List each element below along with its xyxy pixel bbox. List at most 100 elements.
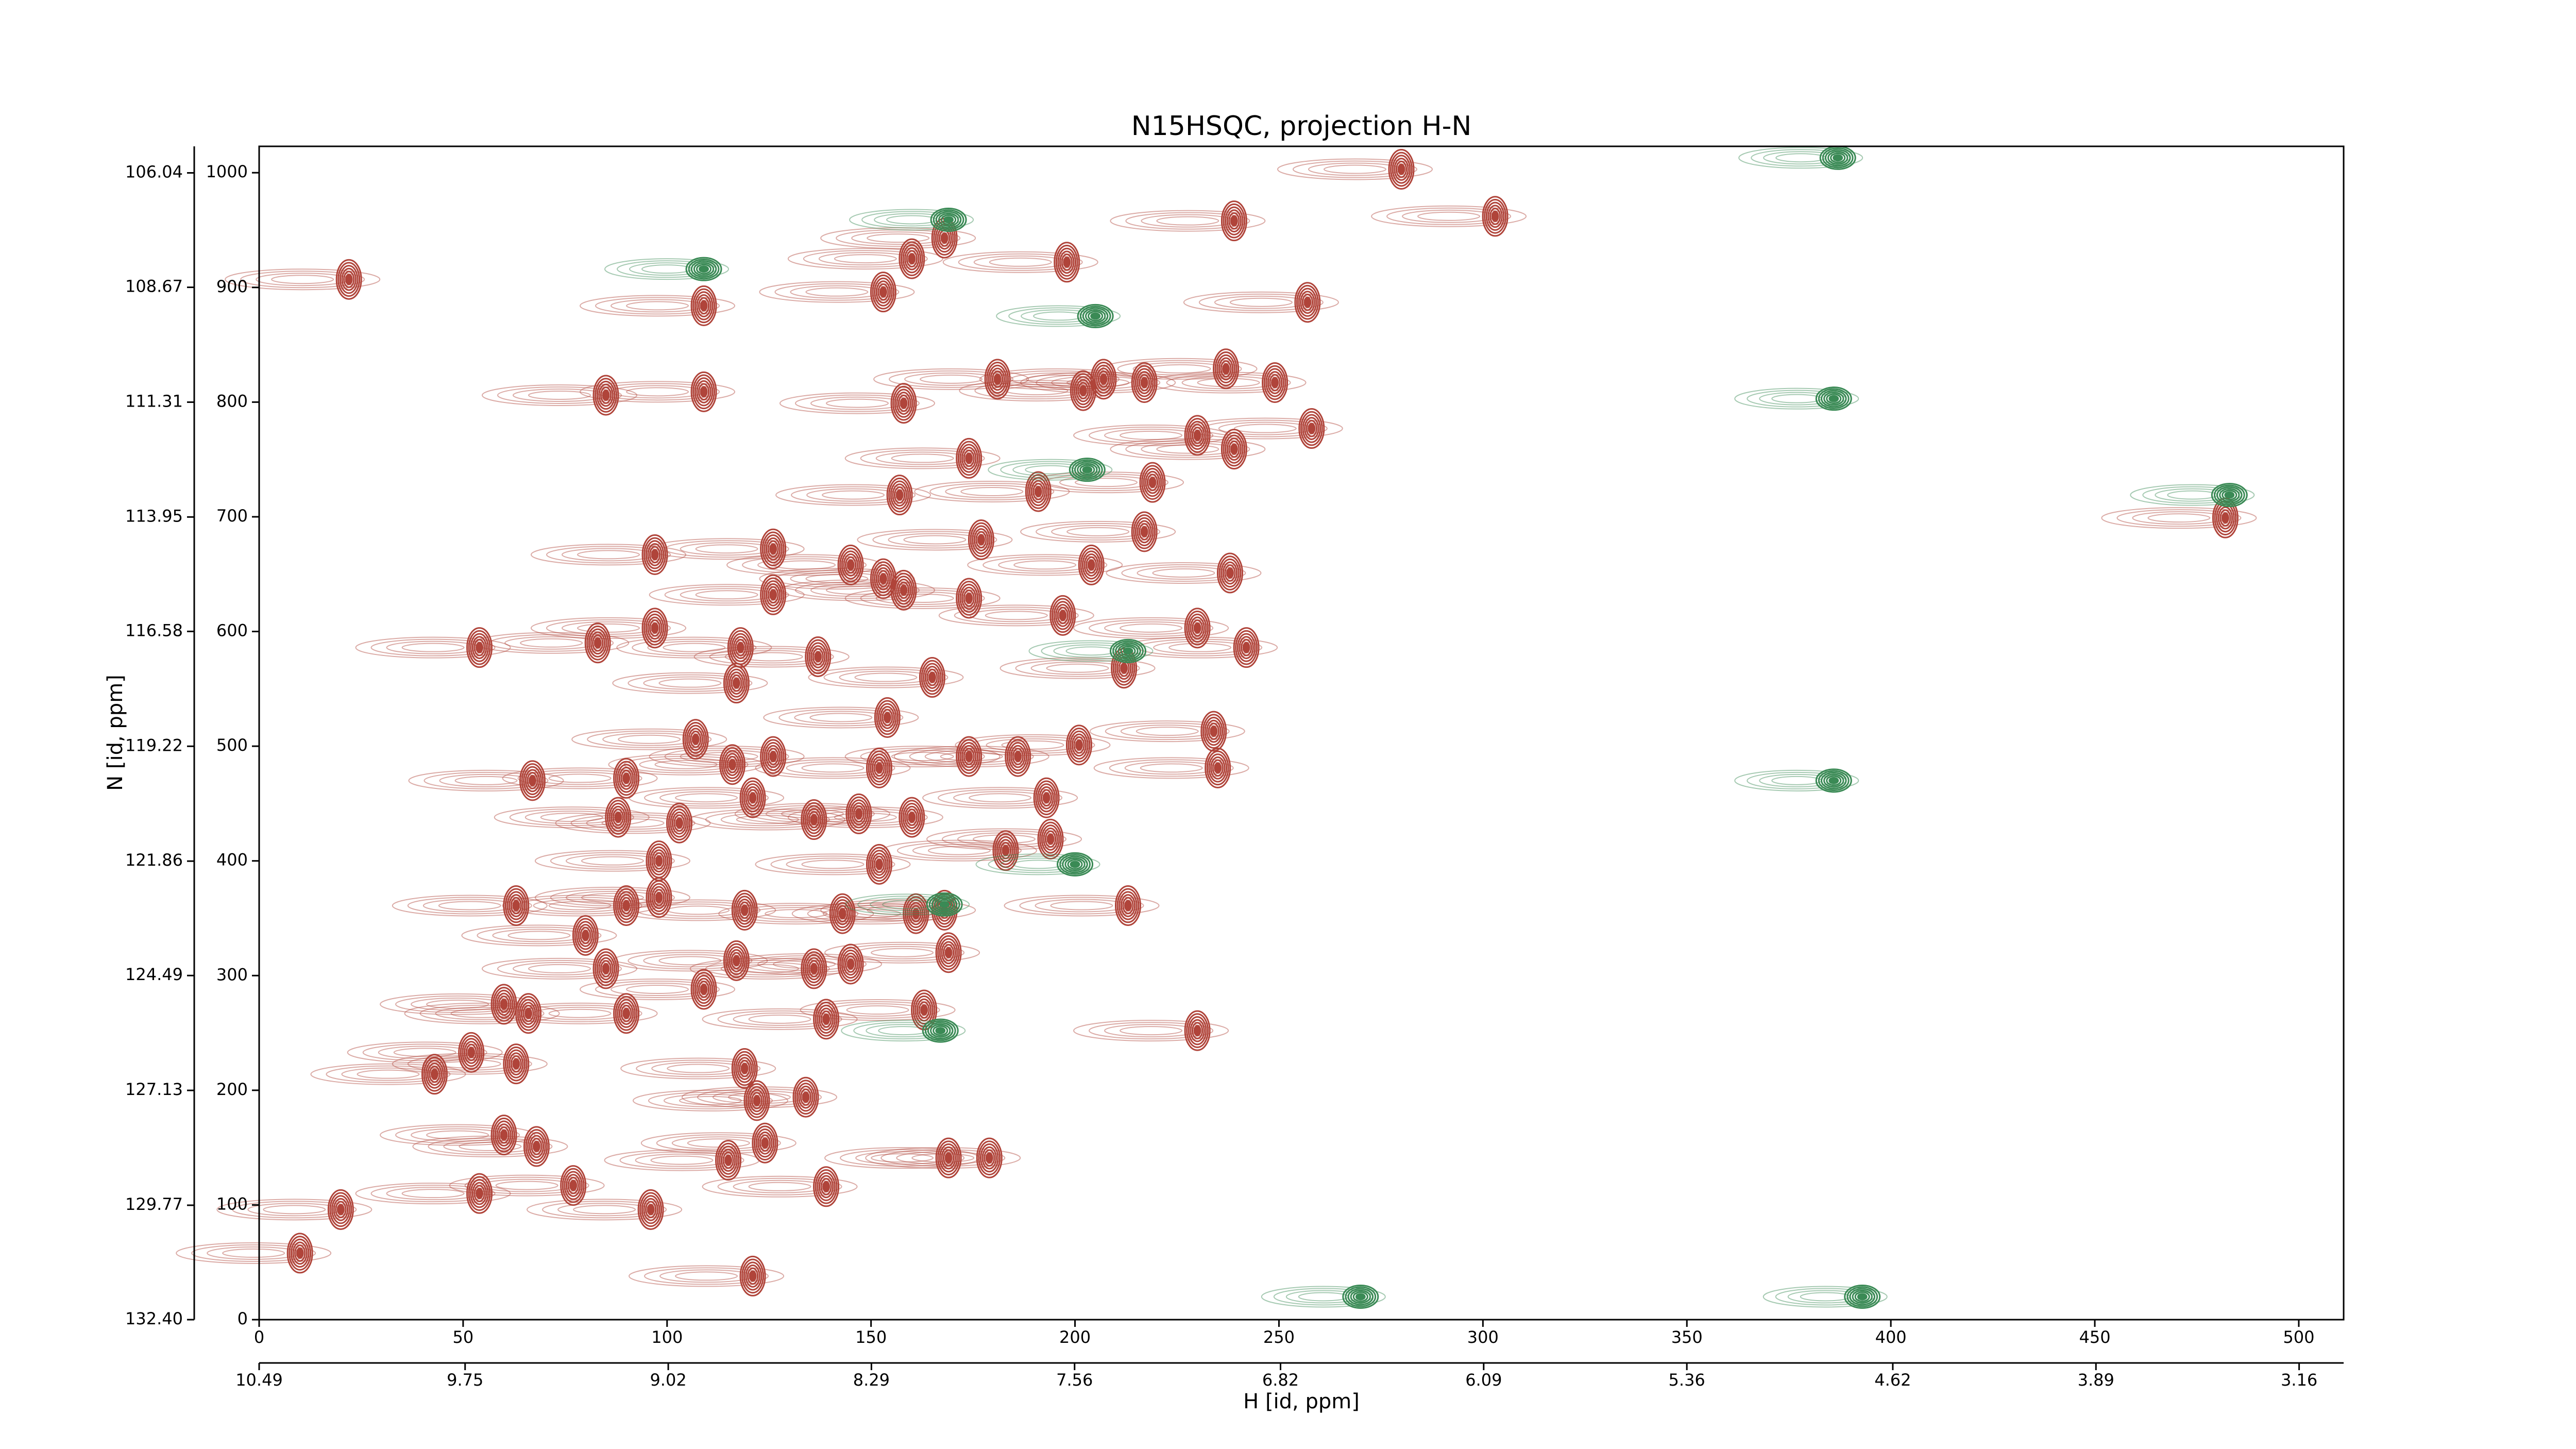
y-tick-label: 900: [216, 277, 248, 296]
contour-level: [1070, 861, 1080, 868]
contour-level: [1062, 855, 1088, 873]
contour-level: [2221, 512, 2229, 524]
contour-level: [1193, 622, 1201, 634]
peak-contour: [967, 544, 1123, 585]
contour-level: [965, 751, 973, 763]
x-tick-label: 50: [453, 1327, 474, 1347]
contour-level: [461, 924, 617, 947]
contour-level: [773, 560, 836, 570]
peak-contour: [531, 534, 687, 575]
negative-peak-contour: [845, 892, 970, 917]
contour-level: [2211, 483, 2248, 508]
peak-contour: [408, 760, 564, 801]
contour-level: [810, 645, 826, 668]
contour-level: [870, 753, 889, 783]
contour-level: [1267, 371, 1283, 394]
peak-contour: [310, 1054, 466, 1095]
contour-level: [602, 390, 610, 401]
contour-level: [1190, 424, 1205, 447]
contour-level: [769, 589, 777, 601]
negative-peak-contour: [841, 1018, 966, 1043]
contour-level: [755, 757, 911, 779]
contour-level: [622, 772, 631, 784]
contour-level: [1239, 636, 1254, 660]
contour-level: [641, 1195, 660, 1224]
contour-level: [837, 943, 864, 985]
contour-level: [1057, 247, 1077, 277]
contour-level: [876, 700, 899, 735]
peak-contour: [702, 999, 858, 1040]
contour-level: [690, 260, 717, 278]
contour-level: [996, 305, 1121, 327]
contour-level: [723, 663, 750, 704]
contour-level: [1046, 663, 1109, 673]
contour-level: [1044, 830, 1057, 848]
contour-level: [749, 1270, 757, 1282]
contour-level: [476, 642, 484, 653]
contour-level: [527, 1199, 683, 1221]
contour-level: [922, 1018, 959, 1043]
contour-level: [1086, 556, 1097, 574]
contour-level: [896, 578, 911, 602]
contour-level: [1342, 1284, 1379, 1309]
contour-level: [1824, 149, 1851, 167]
contour-level: [874, 277, 893, 307]
contour-level: [1088, 311, 1104, 322]
contour-level: [868, 847, 891, 882]
contour-level: [1271, 377, 1279, 389]
contour-level: [1347, 1288, 1374, 1306]
peak-contour: [979, 359, 1135, 400]
contour-level: [1005, 736, 1031, 777]
negative-peak-contour: [1762, 1284, 1888, 1309]
contour-level: [1820, 771, 1847, 789]
contour-level: [705, 959, 830, 978]
contour-level: [1109, 759, 1234, 777]
contour-level: [641, 608, 668, 649]
contour-level: [490, 1115, 517, 1156]
contour-level: [705, 811, 830, 829]
contour-level: [841, 949, 860, 979]
contour-level: [615, 996, 638, 1031]
contour-level: [1120, 894, 1136, 917]
peak-contour: [473, 622, 630, 664]
contour-level: [903, 893, 929, 934]
contour-level: [606, 800, 630, 835]
x-tick-label: 100: [651, 1327, 683, 1347]
contour-level: [1221, 200, 1247, 242]
contour-level: [739, 1059, 751, 1077]
contour-level: [849, 799, 869, 829]
contour-level: [1077, 382, 1089, 399]
contour-level: [498, 1126, 510, 1144]
contour-level: [802, 951, 825, 986]
contour-level: [612, 950, 768, 972]
peak-contour: [726, 943, 883, 985]
contour-level: [982, 556, 1108, 574]
contour-level: [978, 1140, 1001, 1175]
contour-level: [294, 1244, 306, 1262]
contour-level: [1041, 824, 1060, 854]
y-tick-label: 600: [216, 621, 248, 641]
contour-level: [894, 389, 913, 418]
contour-level: [942, 251, 1098, 273]
contour-level: [542, 1201, 667, 1219]
contour-level: [1826, 393, 1842, 404]
contour-level: [1242, 642, 1250, 653]
contour-level: [836, 229, 961, 247]
contour-level: [899, 238, 925, 279]
contour-level: [764, 742, 783, 771]
contour-level: [892, 483, 907, 507]
contour-level: [1188, 420, 1207, 450]
contour-level: [592, 375, 619, 416]
contour-level: [698, 981, 710, 998]
contour-level: [570, 814, 696, 832]
contour-level: [904, 247, 920, 271]
contour-level: [1298, 288, 1317, 317]
contour-level: [909, 748, 1034, 766]
contour-level: [875, 280, 891, 304]
contour-level: [896, 392, 911, 415]
contour-level: [820, 1010, 832, 1028]
contour-level: [580, 978, 736, 1000]
contour-level: [331, 1195, 350, 1224]
contour-level: [580, 295, 736, 317]
contour-level: [872, 274, 895, 310]
